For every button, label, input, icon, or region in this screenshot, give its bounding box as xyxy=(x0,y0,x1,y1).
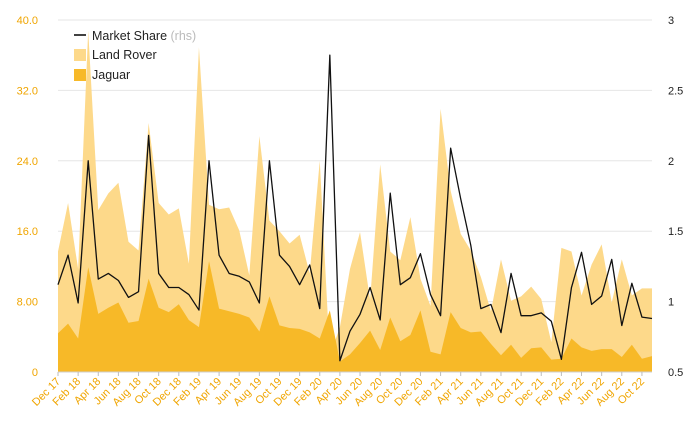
y-axis-right: 0.5 1 1.5 2 2.5 3 xyxy=(668,15,683,379)
y-left-tick-label: 0 xyxy=(32,367,38,379)
legend-market-share-label: Market Share (rhs) xyxy=(92,29,196,43)
y-right-tick-label: 2 xyxy=(668,156,674,168)
legend-jaguar-label: Jaguar xyxy=(92,68,130,82)
y-left-tick-label: 32.0 xyxy=(17,85,38,97)
legend-land-rover-swatch xyxy=(74,49,86,61)
legend: Market Share (rhs) Land Rover Jaguar xyxy=(74,29,196,82)
y-left-tick-label: 24.0 xyxy=(17,156,38,168)
jaguar-area xyxy=(58,261,652,372)
y-left-tick-label: 8.00 xyxy=(17,297,38,309)
legend-jaguar-swatch xyxy=(74,69,86,81)
y-right-tick-label: 3 xyxy=(668,15,674,27)
series-layer xyxy=(57,30,653,373)
y-right-tick-label: 1.5 xyxy=(668,226,683,238)
legend-land-rover-label: Land Rover xyxy=(92,48,157,62)
y-right-tick-label: 0.5 xyxy=(668,367,683,379)
y-right-tick-label: 1 xyxy=(668,297,674,309)
market-share-line xyxy=(57,54,653,362)
y-left-tick-label: 16.0 xyxy=(17,226,38,238)
y-left-tick-label: 40.0 xyxy=(17,15,38,27)
y-axis-left: 0 8.00 16.0 24.0 32.0 40.0 xyxy=(17,15,38,379)
y-right-tick-label: 2.5 xyxy=(668,85,683,97)
